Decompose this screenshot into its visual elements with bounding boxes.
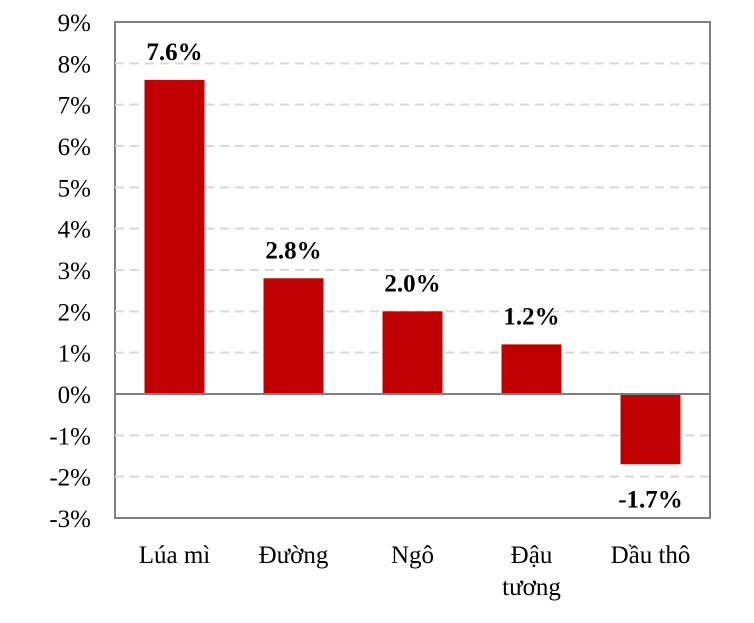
x-category-label: Lúa mì	[139, 542, 211, 569]
y-tick-label: -2%	[49, 465, 91, 492]
x-category-label-line: Đậu	[511, 542, 553, 569]
y-tick-label: 7%	[58, 93, 91, 120]
y-tick-label: 0%	[58, 382, 91, 409]
y-tick-label: 1%	[58, 341, 91, 368]
bars	[144, 79, 681, 465]
y-tick-label: -1%	[49, 423, 91, 450]
x-category-label-line: Ngô	[391, 542, 434, 569]
bar	[620, 394, 681, 465]
data-label: 7.6%	[146, 39, 202, 66]
bar	[501, 344, 562, 394]
bar	[144, 79, 205, 394]
x-category-label: Ngô	[391, 542, 434, 569]
category-labels: Lúa mì Đường Ngô Đậu tương Dầu thô	[139, 542, 691, 601]
x-category-label: Đường	[259, 542, 329, 569]
bar	[263, 278, 324, 394]
gridlines	[115, 62, 710, 478]
y-tick-label: -3%	[49, 506, 91, 533]
data-label: 1.2%	[503, 303, 559, 330]
data-label: 2.8%	[265, 237, 321, 264]
x-category-label-line: tương	[502, 574, 561, 601]
data-label: -1.7%	[618, 486, 683, 513]
y-tick-label: 3%	[58, 258, 91, 285]
x-category-label-line: Lúa mì	[139, 542, 211, 569]
y-tick-labels: 9% 8% 7% 6% 5% 4% 3% 2% 1% 0% -1% -2% -3%	[49, 10, 91, 533]
data-label: 2.0%	[384, 270, 440, 297]
data-labels: 7.6% 2.8% 2.0% 1.2% -1.7%	[146, 39, 682, 513]
x-category-label: Đậu tương	[502, 542, 561, 601]
y-tick-label: 6%	[58, 134, 91, 161]
y-tick-label: 2%	[58, 299, 91, 326]
x-category-label-line: Đường	[259, 542, 329, 569]
x-category-label: Dầu thô	[611, 542, 691, 569]
y-tick-label: 9%	[58, 10, 91, 37]
y-tick-label: 5%	[58, 175, 91, 202]
bar	[382, 311, 443, 394]
y-tick-label: 4%	[58, 217, 91, 244]
x-category-label-line: Dầu thô	[611, 542, 691, 569]
y-tick-label: 8%	[58, 51, 91, 78]
